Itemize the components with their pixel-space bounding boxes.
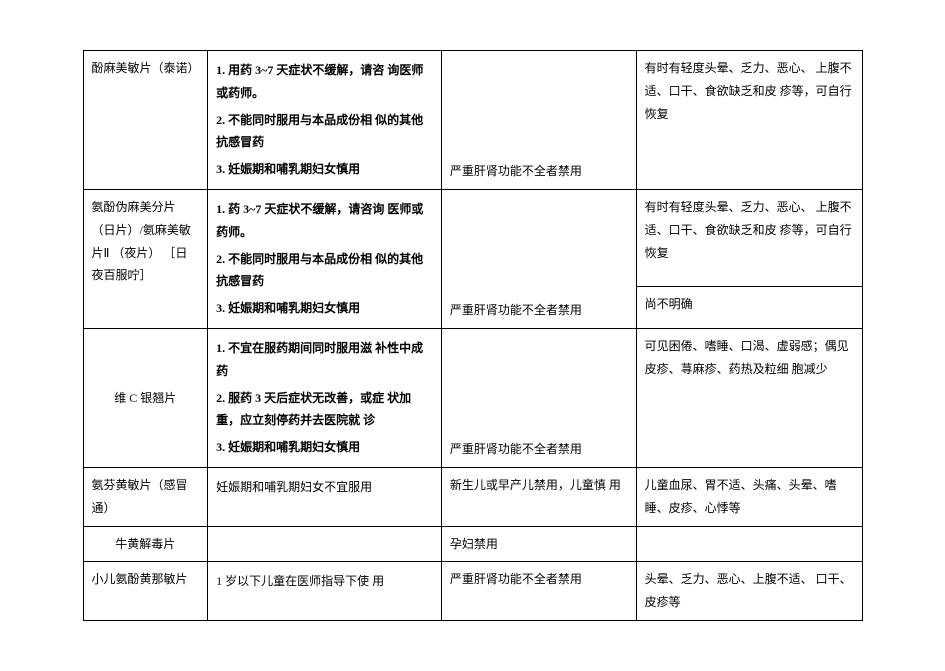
drug-name-cell: 牛黄解毒片: [83, 526, 208, 562]
contraindications-cell: 严重肝肾功能不全者禁用: [441, 51, 636, 190]
side-effects-cell: 有时有轻度头晕、乏力、恶心、 上腹不适、口干、食欲缺乏和皮 疹等，可自行恢复: [636, 51, 862, 190]
side-effects-cell-bottom: 尚不明确: [636, 286, 862, 328]
contraindications-cell: 严重肝肾功能不全者禁用: [441, 189, 636, 328]
precaution-item: 1. 用药 3~7 天症状不缓解，请咨 询医师或药师。: [216, 57, 433, 107]
precautions-cell: 妊娠期和哺乳期妇女不宜服用: [208, 467, 442, 526]
side-effects-cell: [636, 526, 862, 562]
drug-name-cell: 氨酚伪麻美分片 （日片）/氨麻美敏片Ⅱ （夜片） ［日夜百服咛］: [83, 189, 208, 328]
drug-name-cell: 氨芬黄敏片（感冒通）: [83, 467, 208, 526]
side-effects-cell: 儿童血尿、胃不适、头痛、头晕、嗜睡、皮疹、心悸等: [636, 467, 862, 526]
precaution-item: 3. 妊娠期和哺乳期妇女慎用: [216, 295, 433, 322]
precautions-cell: 1 岁以下儿童在医师指导下使 用: [208, 562, 442, 621]
precaution-item: 2. 不能同时服用与本品成份相 似的其他抗感冒药: [216, 246, 433, 296]
precaution-item: 妊娠期和哺乳期妇女不宜服用: [216, 474, 433, 501]
table-row: 氨芬黄敏片（感冒通） 妊娠期和哺乳期妇女不宜服用 新生儿或早产儿禁用，儿童慎 用…: [83, 467, 862, 526]
precautions-cell: 1. 药 3~7 天症状不缓解，请咨询 医师或药师。 2. 不能同时服用与本品成…: [208, 189, 442, 328]
precaution-item: 3. 妊娠期和哺乳期妇女慎用: [216, 434, 433, 461]
medicine-table: 酚麻美敏片（泰诺） 1. 用药 3~7 天症状不缓解，请咨 询医师或药师。 2.…: [83, 50, 863, 621]
precaution-item: 3. 妊娠期和哺乳期妇女慎用: [216, 156, 433, 183]
precaution-item: 1. 药 3~7 天症状不缓解，请咨询 医师或药师。: [216, 196, 433, 246]
table-row: 维 C 银翘片 1. 不宜在服药期间同时服用滋 补性中成药 2. 服药 3 天后…: [83, 328, 862, 467]
table-row: 牛黄解毒片 孕妇禁用: [83, 526, 862, 562]
side-effects-cell: 头晕、乏力、恶心、上腹不适、 口干、皮疹等: [636, 562, 862, 621]
table-row: 小儿氨酚黄那敏片 1 岁以下儿童在医师指导下使 用 严重肝肾功能不全者禁用 头晕…: [83, 562, 862, 621]
precautions-cell: 1. 不宜在服药期间同时服用滋 补性中成药 2. 服药 3 天后症状无改善，或症…: [208, 328, 442, 467]
contraindications-cell: 严重肝肾功能不全者禁用: [441, 328, 636, 467]
drug-name-cell: 酚麻美敏片（泰诺）: [83, 51, 208, 190]
precaution-item: 2. 不能同时服用与本品成份相 似的其他抗感冒药: [216, 107, 433, 157]
precautions-cell: [208, 526, 442, 562]
precaution-item: 1 岁以下儿童在医师指导下使 用: [216, 568, 433, 595]
contraindications-cell: 严重肝肾功能不全者禁用: [441, 562, 636, 621]
table-row: 酚麻美敏片（泰诺） 1. 用药 3~7 天症状不缓解，请咨 询医师或药师。 2.…: [83, 51, 862, 190]
drug-name-cell: 小儿氨酚黄那敏片: [83, 562, 208, 621]
contraindications-cell: 新生儿或早产儿禁用，儿童慎 用: [441, 467, 636, 526]
precautions-cell: 1. 用药 3~7 天症状不缓解，请咨 询医师或药师。 2. 不能同时服用与本品…: [208, 51, 442, 190]
side-effects-cell-top: 有时有轻度头晕、乏力、恶心、 上腹不适、口干、食欲缺乏和皮 疹等，可自行恢复: [636, 189, 862, 286]
contraindications-cell: 孕妇禁用: [441, 526, 636, 562]
table-row: 氨酚伪麻美分片 （日片）/氨麻美敏片Ⅱ （夜片） ［日夜百服咛］ 1. 药 3~…: [83, 189, 862, 286]
precaution-item: 2. 服药 3 天后症状无改善，或症 状加重，应立刻停药并去医院就 诊: [216, 385, 433, 435]
drug-name-cell: 维 C 银翘片: [83, 328, 208, 467]
precaution-item: 1. 不宜在服药期间同时服用滋 补性中成药: [216, 335, 433, 385]
document-page: 酚麻美敏片（泰诺） 1. 用药 3~7 天症状不缓解，请咨 询医师或药师。 2.…: [83, 50, 863, 621]
side-effects-cell: 可见困倦、嗜睡、口渴、虚弱感；偶见皮疹、荨麻疹、药热及粒细 胞减少: [636, 328, 862, 467]
